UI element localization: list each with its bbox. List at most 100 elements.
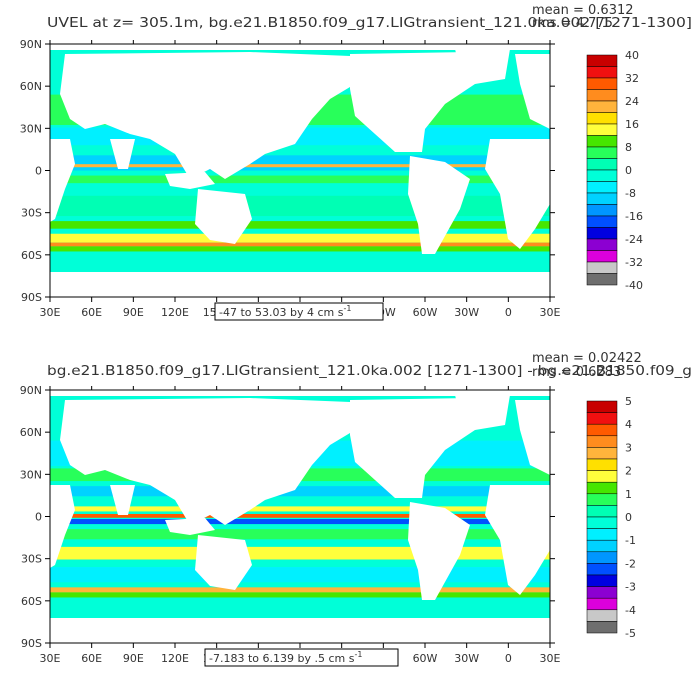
colorbar-swatch: [586, 423, 618, 437]
field-band: [50, 221, 550, 229]
colorbar-swatch: [586, 273, 618, 286]
y-tick-label: 30N: [20, 122, 42, 135]
x-tick-label: 60E: [81, 306, 102, 319]
colorbar-swatch: [586, 551, 618, 564]
y-tick-label: 60N: [20, 426, 42, 439]
colorbar-label: 4: [625, 418, 632, 431]
y-tick-label: 90S: [21, 637, 42, 650]
colorbar-label: 5: [625, 395, 632, 408]
colorbar-label: -1: [625, 534, 636, 547]
x-tick-label: 30E: [40, 652, 61, 665]
range-unit-sup: -1: [343, 304, 351, 313]
colorbar-swatch: [586, 412, 618, 425]
colorbar-swatch: [586, 261, 618, 274]
y-tick-label: 30S: [21, 553, 42, 566]
colorbar-swatch: [586, 112, 618, 125]
x-tick-label: 0: [505, 652, 512, 665]
field-band: [50, 246, 550, 252]
colorbar-swatch: [586, 215, 618, 228]
field-band: [50, 529, 550, 540]
x-tick-label: 90E: [123, 306, 144, 319]
field-band: [50, 519, 550, 525]
colorbar-swatch: [586, 597, 618, 611]
field-band: [50, 164, 550, 168]
y-tick-label: 60S: [21, 249, 42, 262]
colorbar-label: -4: [625, 604, 636, 617]
colorbar-label: -8: [625, 187, 636, 200]
colorbar-swatch: [586, 586, 618, 599]
colorbar-swatch: [586, 204, 618, 217]
colorbar-swatch: [586, 481, 618, 495]
colorbar-label: -5: [625, 627, 636, 640]
x-tick-label: 60W: [413, 306, 438, 319]
colorbar-swatch: [586, 505, 618, 518]
colorbar-swatch: [586, 123, 618, 136]
x-tick-label: 30E: [40, 306, 61, 319]
colorbar-label: 3: [625, 441, 632, 454]
range-box: [214, 302, 384, 321]
field-band: [50, 587, 550, 593]
bottom-chart-panel: bg.e21.B1850.f09_g17.LIGtransient_121.0k…: [20, 351, 692, 667]
field-band: [50, 567, 550, 583]
colorbar-swatch: [586, 169, 618, 182]
chart-title: bg.e21.B1850.f09_g17.LIGtransient_121.0k…: [47, 363, 692, 379]
colorbar-swatch: [586, 89, 618, 102]
colorbar-label: -2: [625, 557, 636, 570]
x-tick-label: 120E: [161, 652, 189, 665]
y-tick-label: 60N: [20, 80, 42, 93]
x-tick-label: 30W: [454, 306, 479, 319]
map-area: [50, 390, 550, 643]
field-band: [50, 242, 550, 247]
colorbar-swatch: [586, 621, 618, 634]
colorbar-swatch: [586, 400, 618, 413]
colorbar-swatch: [586, 135, 618, 148]
y-tick-label: 0: [35, 511, 42, 524]
colorbar-label: 0: [625, 164, 632, 177]
field-band: [50, 592, 550, 598]
field-band: [50, 513, 550, 518]
y-tick-label: 30S: [21, 207, 42, 220]
mean-stat: mean = 0.02422: [532, 351, 642, 366]
y-tick-label: 60S: [21, 595, 42, 608]
field-band: [50, 546, 550, 560]
colorbar-swatch: [586, 66, 618, 79]
colorbar-label: 24: [625, 95, 639, 108]
top-chart-panel: UVEL at z= 305.1m, bg.e21.B1850.f09_g17.…: [20, 3, 692, 321]
y-tick-label: 0: [35, 165, 42, 178]
colorbar-label: 16: [625, 118, 639, 131]
x-tick-label: 30E: [540, 652, 561, 665]
colorbar-label: 8: [625, 141, 632, 154]
x-tick-label: 30W: [454, 652, 479, 665]
map-area: [50, 44, 550, 297]
colorbar-swatch: [586, 574, 618, 587]
colorbar-swatch: [586, 250, 618, 263]
colorbar-swatch: [586, 54, 618, 67]
colorbar-swatch: [586, 100, 618, 113]
colorbar-swatch: [586, 447, 618, 460]
range-text: -7.183 to 6.139 by .5 cm s: [209, 652, 355, 665]
range-text: -47 to 53.03 by 4 cm s: [219, 306, 344, 319]
field-band: [50, 506, 550, 512]
field-band: [50, 233, 550, 243]
colorbar-label: -32: [625, 256, 643, 269]
colorbar-label: -3: [625, 581, 636, 594]
y-tick-label: 90N: [20, 38, 42, 51]
field-band: [50, 175, 550, 184]
x-tick-label: 60E: [81, 652, 102, 665]
colorbar-swatch: [586, 493, 618, 506]
colorbar-swatch: [586, 539, 618, 553]
colorbar-label: -24: [625, 233, 643, 246]
colorbar-swatch: [586, 609, 618, 622]
colorbar-label: 40: [625, 49, 639, 62]
colorbar-swatch: [586, 435, 618, 448]
x-tick-label: 90E: [123, 652, 144, 665]
colorbar-swatch: [586, 192, 618, 205]
x-tick-label: 60W: [413, 652, 438, 665]
colorbar-label: 32: [625, 72, 639, 85]
range-label: -7.183 to 6.139 by .5 cm s-1: [209, 650, 362, 665]
chart-title: UVEL at z= 305.1m, bg.e21.B1850.f09_g17.…: [47, 15, 692, 31]
range-box: [204, 648, 399, 667]
colorbar-swatch: [586, 516, 618, 529]
y-tick-label: 30N: [20, 468, 42, 481]
